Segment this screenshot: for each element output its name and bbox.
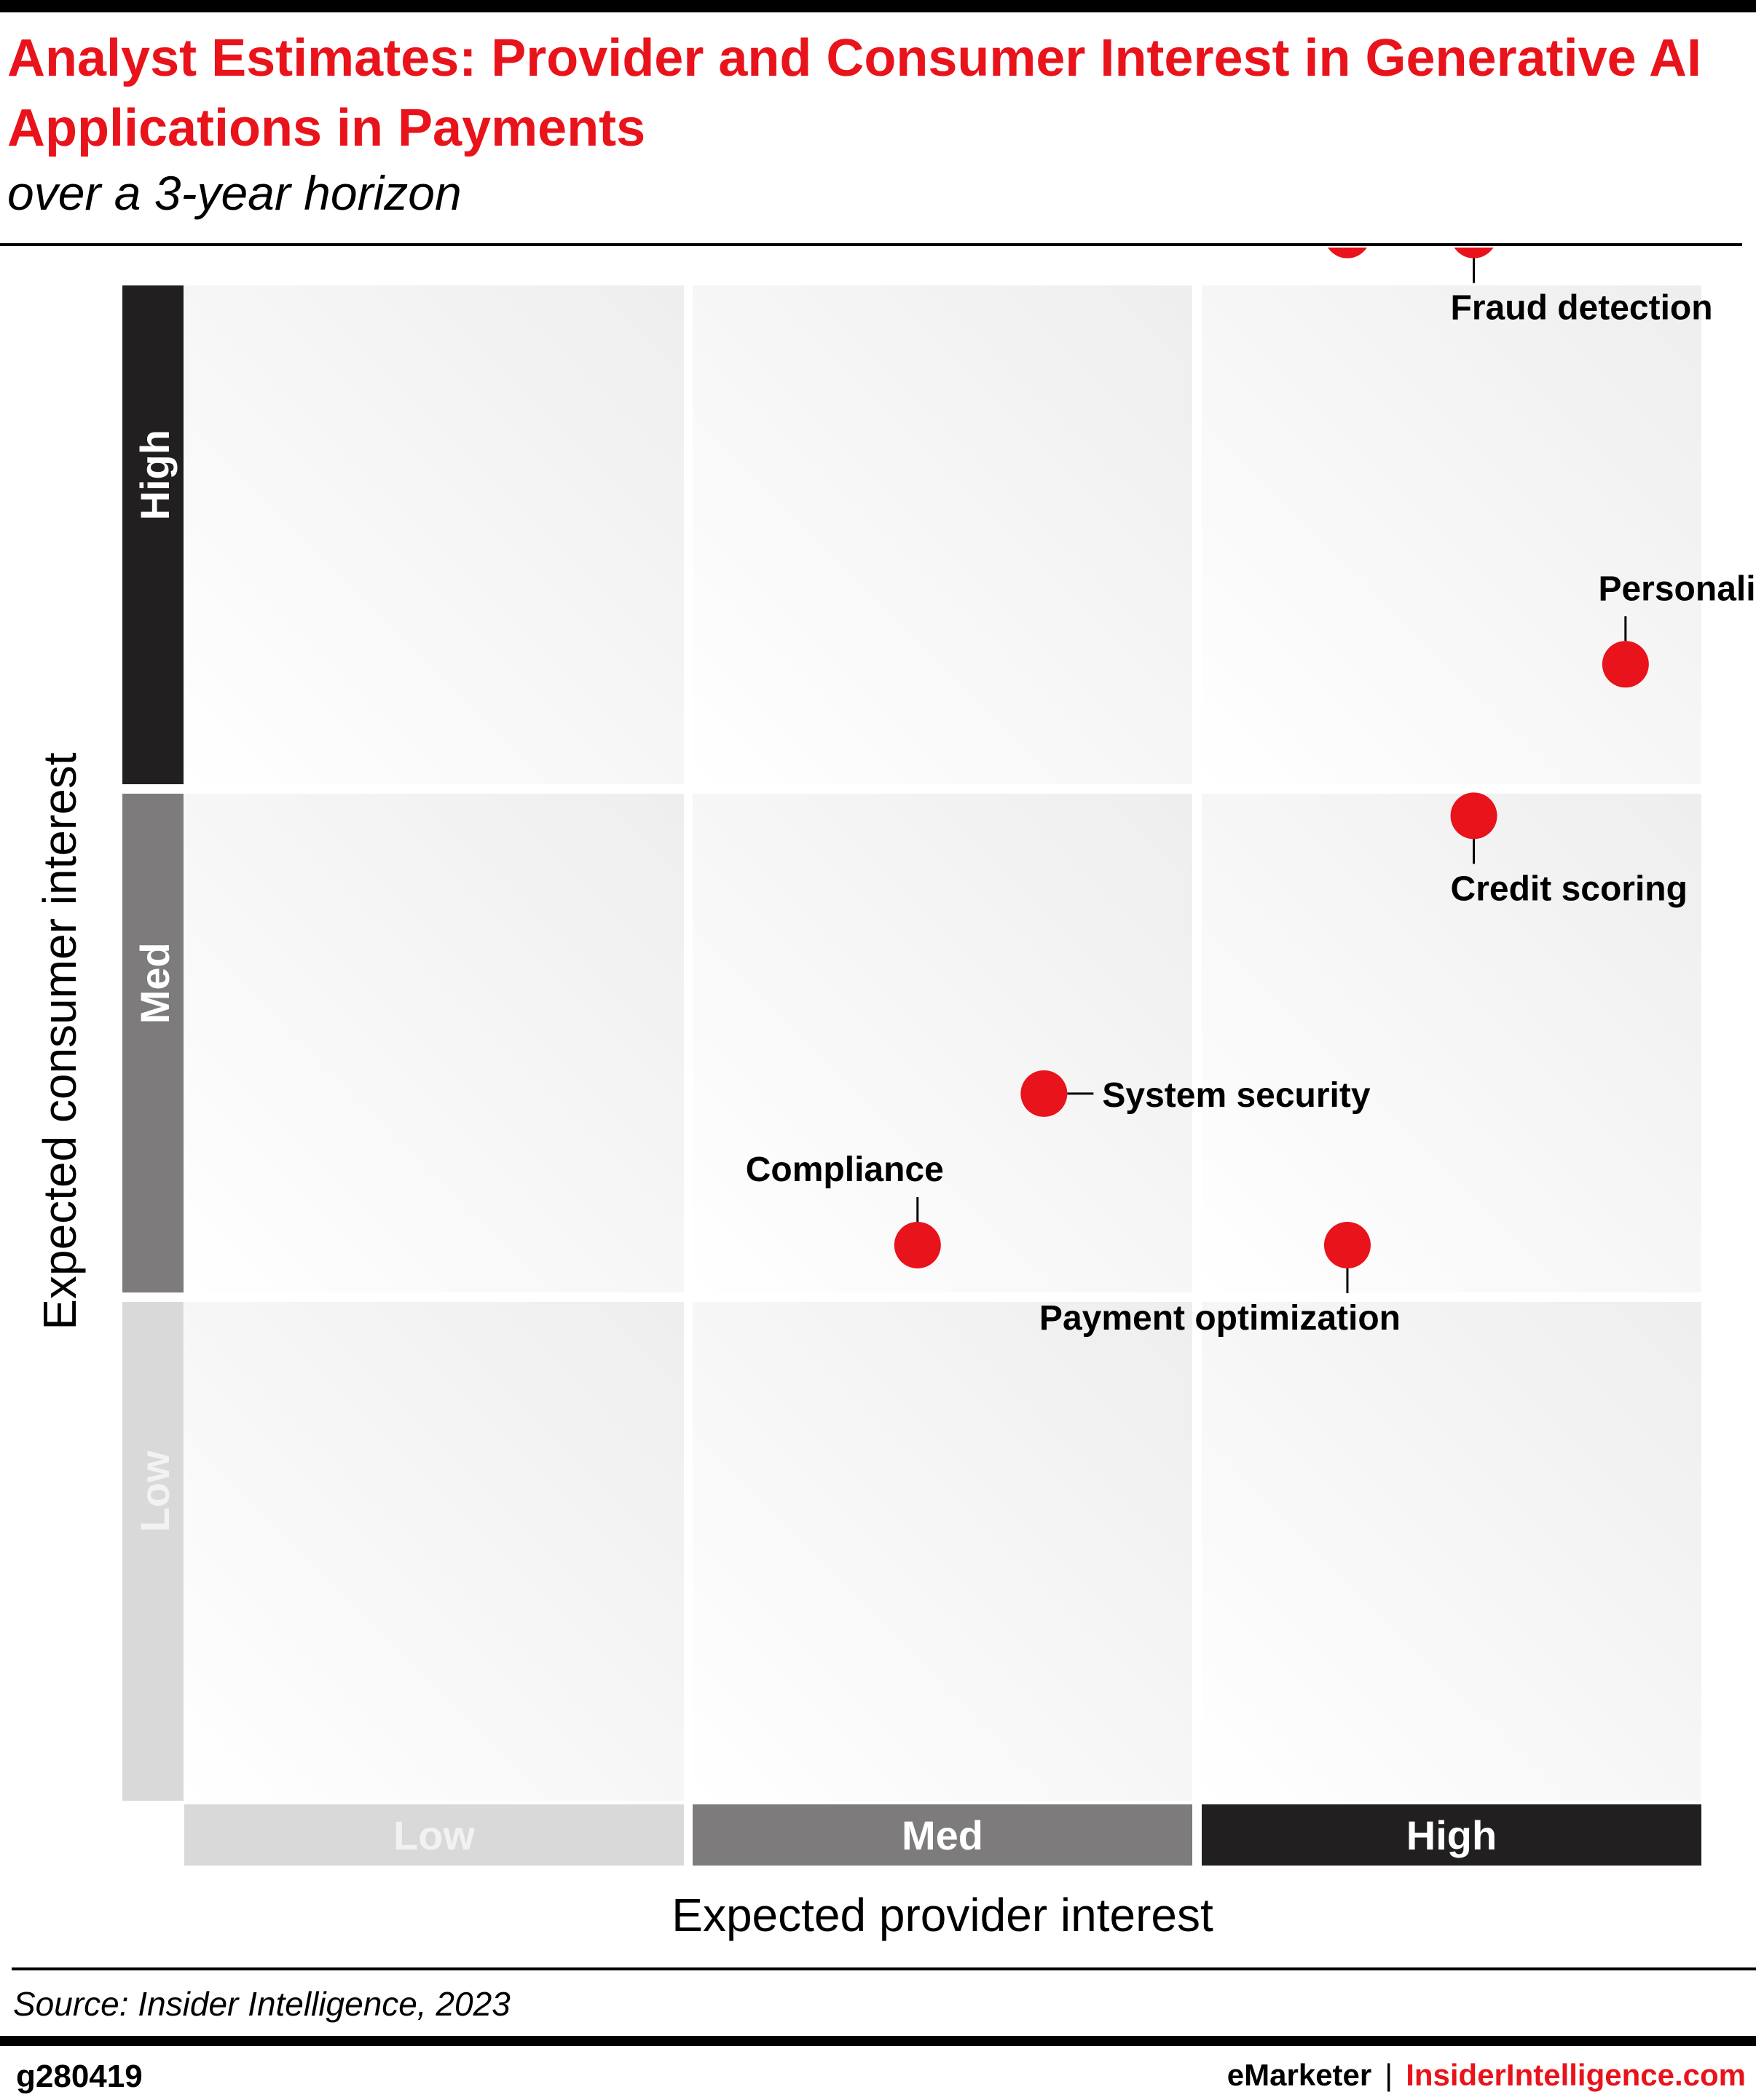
brand-line: eMarketer | InsiderIntelligence.com	[1227, 2055, 1746, 2096]
marker-personalization	[1602, 641, 1649, 688]
x-axis-label: Expected provider interest	[672, 1889, 1213, 1941]
x-band-label-med: Med	[902, 1812, 983, 1858]
grid-cell-low-provider-high-consumer	[184, 285, 684, 784]
y-band-high	[122, 285, 184, 784]
grid-cell-high-provider-high-consumer	[1202, 285, 1701, 784]
data-point-personalization: Personalization	[1598, 569, 1756, 688]
grid-cell-high-provider-low-consumer	[1202, 1302, 1701, 1801]
data-point-authentic-chat: Authentic chat	[1328, 248, 1367, 258]
source-note: Source: Insider Intelligence, 2023	[13, 1985, 511, 2023]
top-bar	[0, 0, 1756, 12]
header-divider	[0, 243, 1742, 246]
marker-compliance	[894, 1221, 941, 1268]
x-axis-bands: Low Med High	[184, 1804, 1701, 1866]
grid-cell-low-provider-low-consumer	[184, 1302, 684, 1801]
grid-cell-high-provider-med-consumer	[1202, 794, 1701, 1292]
x-band-low	[184, 1804, 684, 1866]
marker-fraud-detection	[1454, 248, 1494, 258]
brand-insider-intelligence[interactable]: InsiderIntelligence.com	[1406, 2058, 1746, 2092]
data-point-compliance: Compliance	[746, 1150, 944, 1268]
data-point-credit-scoring: Credit scoring	[1450, 792, 1688, 908]
label-personalization: Personalization	[1598, 569, 1756, 608]
data-points: Authentic chat Fraud detection Personaliza…	[746, 248, 1756, 1338]
y-axis-bands: Low Med High	[122, 285, 184, 1801]
y-band-label-low: Low	[132, 1450, 178, 1532]
y-band-med	[122, 794, 184, 1292]
grid-cell-med-provider-low-consumer	[693, 1302, 1192, 1801]
y-axis-label: Expected consumer interest	[34, 752, 86, 1330]
brand-separator: |	[1385, 2058, 1393, 2092]
marker-system-security	[1020, 1070, 1068, 1117]
scatter-matrix-chart: Low Med High Low Med High Expected consumer …	[34, 248, 1756, 1941]
chart-title: Analyst Estimates: Provider and Consumer…	[7, 29, 1702, 157]
data-point-system-security: System security	[1020, 1070, 1371, 1117]
x-band-high	[1202, 1804, 1701, 1866]
brand-emarketer: eMarketer	[1227, 2058, 1372, 2092]
grid-cell-low-provider-med-consumer	[184, 794, 684, 1292]
y-band-label-high: High	[132, 430, 178, 520]
grid-cell-med-provider-high-consumer	[693, 285, 1192, 784]
label-system-security: System security	[1102, 1076, 1371, 1115]
footer-bar	[0, 2036, 1756, 2046]
chart-id: g280419	[16, 2058, 143, 2094]
chart-subtitle: over a 3-year horizon	[7, 166, 462, 220]
data-point-fraud-detection: Fraud detection	[1451, 248, 1713, 328]
label-payment-optimization: Payment optimization	[1039, 1299, 1401, 1338]
x-band-label-high: High	[1406, 1812, 1497, 1858]
label-credit-scoring: Credit scoring	[1451, 869, 1688, 908]
grid-cell-med-provider-med-consumer	[693, 794, 1192, 1292]
grid-cells	[184, 285, 1701, 1801]
marker-credit-scoring	[1450, 792, 1497, 840]
y-band-low	[122, 1302, 184, 1801]
x-band-med	[693, 1804, 1192, 1866]
data-point-payment-optimization: Payment optimization	[1039, 1221, 1401, 1338]
footer-divider	[12, 1967, 1756, 1970]
y-band-label-med: Med	[132, 942, 178, 1024]
x-band-label-low: Low	[393, 1812, 475, 1858]
label-compliance: Compliance	[746, 1150, 944, 1189]
marker-payment-optimization	[1323, 1221, 1371, 1268]
marker-authentic-chat	[1328, 248, 1367, 258]
label-fraud-detection: Fraud detection	[1451, 289, 1713, 328]
